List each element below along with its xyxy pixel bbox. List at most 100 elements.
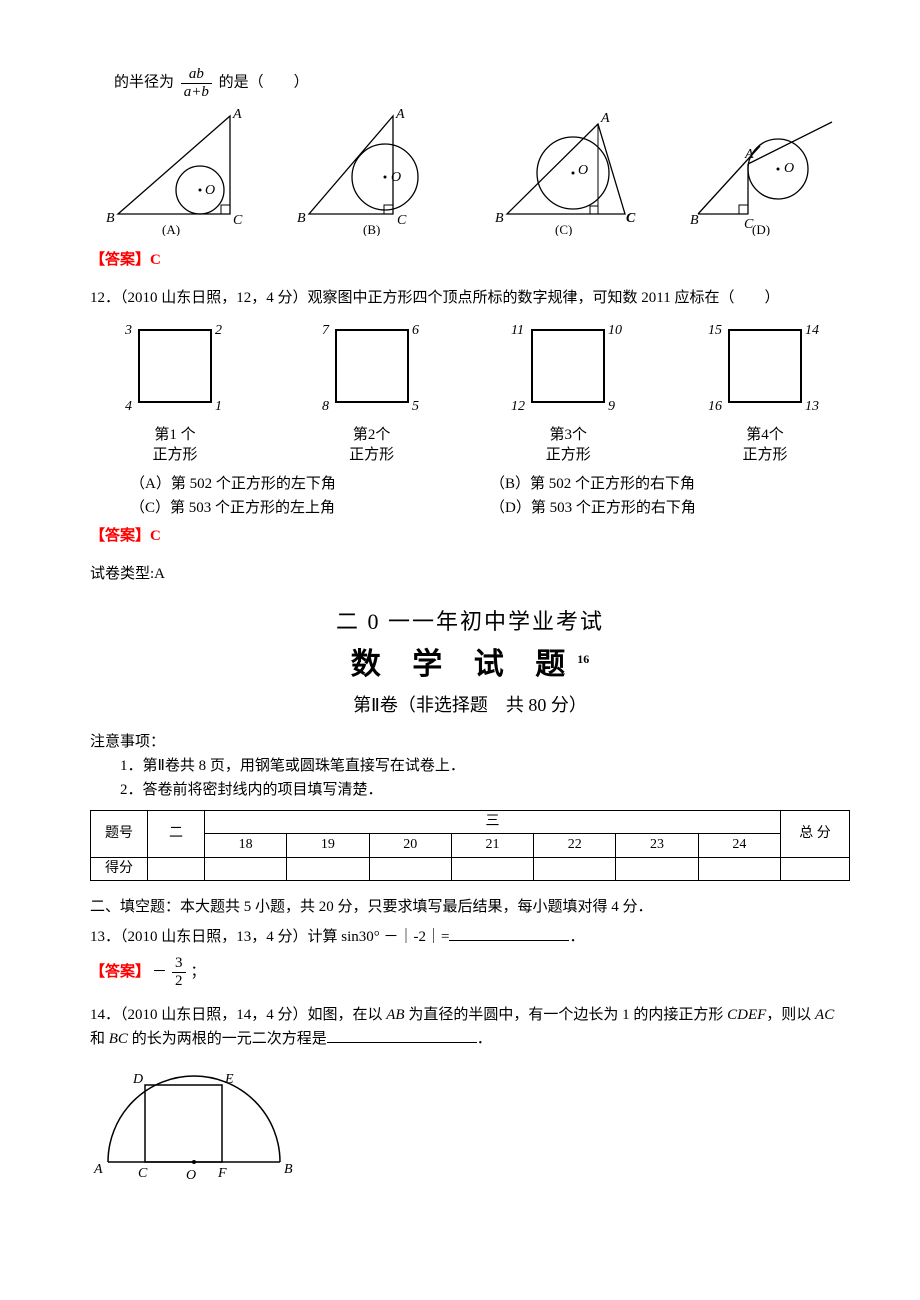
q11-fraction: ab a+b: [181, 66, 212, 100]
q14-c: ，则以: [766, 1007, 815, 1023]
q12-stem: 12．（2010 山东日照，12，4 分）观察图中正方形四个顶点所标的数字规律，…: [126, 286, 850, 310]
sub-22: 22: [534, 834, 616, 857]
col-er: 二: [148, 810, 205, 857]
title-line2-text: 数 学 试 题: [351, 648, 578, 681]
svg-text:O: O: [784, 161, 794, 176]
blank-cell: [369, 857, 451, 880]
q12-sq-3: 11 10 12 9 第3个 正方形: [483, 316, 653, 464]
svg-text:C: C: [397, 213, 407, 228]
svg-text:1: 1: [215, 399, 222, 414]
q12-answer-value: C: [150, 528, 161, 544]
blank-cell: [781, 857, 850, 880]
blank-cell: [205, 857, 287, 880]
q13-blank: [449, 925, 569, 941]
q12-answer: 【答案】C: [90, 524, 850, 548]
sub-18: 18: [205, 834, 287, 857]
title-line2: 数 学 试 题16: [90, 641, 850, 689]
svg-text:F: F: [217, 1166, 227, 1181]
sub-20: 20: [369, 834, 451, 857]
q13-answer: 【答案】 － 3 2 ；: [90, 955, 850, 989]
note2: 2．答卷前将密封线内的项目填写清楚．: [90, 778, 850, 802]
q13-text: 13．（2010 山东日照，13，4 分）计算 sin30° －｜-2｜=: [90, 929, 449, 945]
q13-frac-num: 3: [172, 955, 186, 973]
table-row: 18 19 20 21 22 23 24: [91, 834, 850, 857]
svg-text:3: 3: [124, 323, 132, 338]
svg-text:C: C: [626, 211, 636, 226]
q11-fig-a: A B C O (A): [90, 106, 260, 244]
title-line1: 二 0 一一年初中学业考试: [90, 604, 850, 639]
q12-sq4-cap2: 正方形: [680, 446, 850, 464]
svg-text:O: O: [391, 170, 401, 185]
svg-text:13: 13: [805, 399, 819, 414]
svg-text:B: B: [297, 211, 306, 226]
svg-text:O: O: [186, 1168, 196, 1183]
title-line3b: （非选择题 共 80 分）: [398, 695, 587, 715]
blank-cell: [287, 857, 369, 880]
sub-24: 24: [698, 834, 780, 857]
notes: 注意事项： 1．第Ⅱ卷共 8 页，用钢笔或圆珠笔直接写在试卷上． 2．答卷前将密…: [90, 730, 850, 802]
q12-opt-d: （D）第 503 个正方形的右下角: [490, 496, 850, 520]
q12-opt-a: （A）第 502 个正方形的左下角: [130, 472, 490, 496]
svg-text:5: 5: [412, 399, 419, 414]
q14-a: 14．（2010 山东日照，14，4 分）如图，在以: [90, 1007, 386, 1023]
sub-21: 21: [451, 834, 533, 857]
svg-text:12: 12: [511, 399, 525, 414]
svg-text:B: B: [495, 211, 504, 226]
q12-sq-1: 3 2 4 1 第1 个 正方形: [90, 316, 260, 464]
sub-23: 23: [616, 834, 698, 857]
svg-text:16: 16: [708, 399, 722, 414]
blank-cell: [451, 857, 533, 880]
q12-answer-label: 【答案】: [90, 528, 150, 544]
title-line3: 第Ⅱ卷（非选择题 共 80 分）: [90, 691, 850, 720]
q13-answer-label: 【答案】: [90, 960, 150, 984]
col-zongfen: 总 分: [781, 810, 850, 857]
q12-sq-2: 7 6 8 5 第2个 正方形: [287, 316, 457, 464]
q12-sq1-cap1: 第1 个: [90, 426, 260, 444]
q14-stem: 14．（2010 山东日照，14，4 分）如图，在以 AB 为直径的半圆中，有一…: [90, 1003, 850, 1051]
svg-text:(B): (B): [363, 222, 380, 236]
q13-frac-den: 2: [172, 973, 186, 990]
sub-19: 19: [287, 834, 369, 857]
blank-cell: [616, 857, 698, 880]
svg-text:A: A: [93, 1162, 103, 1177]
q12-opt-c: （C）第 503 个正方形的左上角: [130, 496, 490, 520]
svg-text:15: 15: [708, 323, 722, 338]
svg-text:9: 9: [608, 399, 615, 414]
blank-cell: [698, 857, 780, 880]
q12-options: （A）第 502 个正方形的左下角 （B）第 502 个正方形的右下角 （C）第…: [130, 472, 850, 520]
svg-text:D: D: [132, 1072, 143, 1087]
blank-cell: [148, 857, 205, 880]
svg-text:A: A: [744, 147, 754, 162]
q12-opt-b: （B）第 502 个正方形的右下角: [490, 472, 850, 496]
q11-fig-d: A B C O (D): [680, 106, 850, 244]
q13-tail: ．: [569, 929, 584, 945]
q11-stem-suffix: 的是（ ）: [219, 74, 309, 90]
note1: 1．第Ⅱ卷共 8 页，用钢笔或圆珠笔直接写在试卷上．: [90, 754, 850, 778]
q11-stem: 的半径为 ab a+b 的是（ ）: [114, 66, 850, 100]
svg-text:O: O: [205, 183, 215, 198]
svg-text:E: E: [224, 1072, 234, 1087]
svg-text:4: 4: [125, 399, 132, 414]
svg-text:11: 11: [511, 323, 524, 338]
svg-text:A: A: [395, 107, 405, 122]
col-tihao: 题号: [91, 810, 148, 857]
col-defen: 得分: [91, 857, 148, 880]
svg-text:(A): (A): [162, 222, 180, 236]
title-line3a: 第Ⅱ卷: [353, 695, 398, 715]
svg-text:O: O: [578, 163, 588, 178]
q12-sq2-cap2: 正方形: [287, 446, 457, 464]
q14-b: 为直径的半圆中，有一个边长为 1 的内接正方形: [405, 1007, 728, 1023]
svg-text:7: 7: [322, 323, 330, 338]
q12-sq4-cap1: 第4个: [680, 426, 850, 444]
table-row: 得分: [91, 857, 850, 880]
table-row: 题号 二 三 总 分: [91, 810, 850, 833]
q11-stem-prefix: 的半径为: [114, 74, 174, 90]
svg-text:C: C: [138, 1166, 148, 1181]
q12-sq3-cap2: 正方形: [483, 446, 653, 464]
q11-answer: 【答案】C: [90, 248, 850, 272]
score-table: 题号 二 三 总 分 18 19 20 21 22 23 24 得分: [90, 810, 850, 881]
q14-d: 的长为两根的一元二次方程是: [128, 1031, 327, 1047]
q13-answer-suffix: ；: [191, 960, 206, 984]
svg-text:(C): (C): [555, 222, 572, 236]
col-san: 三: [205, 810, 781, 833]
